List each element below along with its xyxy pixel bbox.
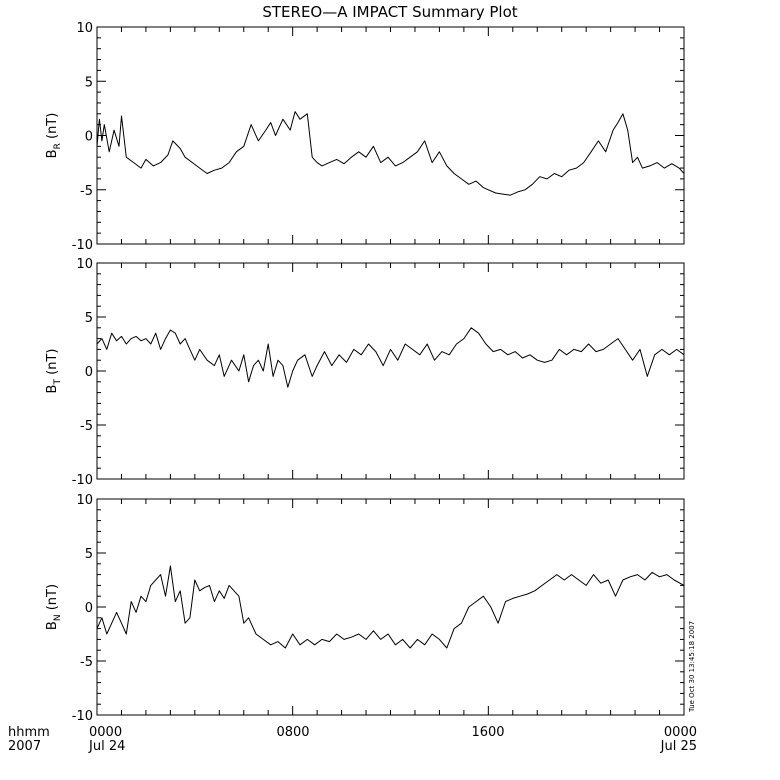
y-tick-label: 10 — [76, 257, 93, 272]
y-tick-label: 10 — [76, 21, 93, 36]
y-axis-label-sub: N — [53, 614, 63, 621]
y-tick-label: 5 — [85, 311, 93, 326]
series-line — [96, 565, 685, 649]
x-axis-corner-label: hhmm — [8, 725, 50, 740]
series-line — [96, 327, 685, 388]
plot-frame — [96, 262, 685, 480]
series-line — [96, 111, 685, 196]
y-tick-label: 0 — [85, 365, 93, 380]
plot-frame — [96, 26, 685, 245]
panel-bt: -10 -5 0 5 10 BT (nT) — [45, 257, 685, 488]
x-axis-corner-label: 2007 — [8, 739, 41, 754]
x-tick-label-date: Jul 24 — [88, 739, 125, 754]
y-tick-label: -10 — [72, 473, 93, 488]
y-tick-label: -10 — [72, 238, 93, 253]
y-tick-label: -5 — [80, 184, 93, 199]
panel-bn: -10 -5 0 5 10 BN (nT) — [45, 493, 685, 724]
y-axis-label: BR (nT) — [45, 113, 63, 159]
y-tick-label: 10 — [76, 493, 93, 508]
y-tick-label: 5 — [85, 547, 93, 562]
y-axis-label-sub: R — [53, 143, 63, 149]
x-tick-label-date: Jul 25 — [660, 739, 697, 754]
y-tick-label: -5 — [80, 419, 93, 434]
y-tick-label: 5 — [85, 75, 93, 90]
x-tick-label-time: 1600 — [471, 725, 504, 740]
x-tick-label-time: 0000 — [664, 725, 697, 740]
y-axis-label: BN (nT) — [45, 584, 63, 630]
y-axis-label-unit: (nT) — [45, 113, 60, 143]
y-axis-label-main: B — [45, 621, 60, 630]
y-axis-label: BT (nT) — [45, 349, 63, 394]
y-axis-label-unit: (nT) — [45, 584, 60, 614]
x-tick-label-time: 0000 — [89, 725, 122, 740]
x-tick-label-time: 0800 — [276, 725, 309, 740]
panel-br: -10 -5 0 5 10 BR (nT) — [45, 21, 685, 253]
y-tick-label: 0 — [85, 130, 93, 145]
y-axis-label-unit: (nT) — [45, 349, 60, 379]
y-tick-label: 0 — [85, 601, 93, 616]
y-axis-label-main: B — [45, 149, 60, 158]
y-axis-label-sub: T — [53, 379, 63, 386]
y-axis-label-main: B — [45, 385, 60, 394]
y-tick-label: -10 — [72, 709, 93, 724]
timestamp-label: Tue Oct 30 13:45:18 2007 — [688, 621, 696, 713]
plot-frame — [96, 498, 685, 716]
chart-title: STEREO—A IMPACT Summary Plot — [262, 3, 517, 21]
y-tick-label: -5 — [80, 655, 93, 670]
